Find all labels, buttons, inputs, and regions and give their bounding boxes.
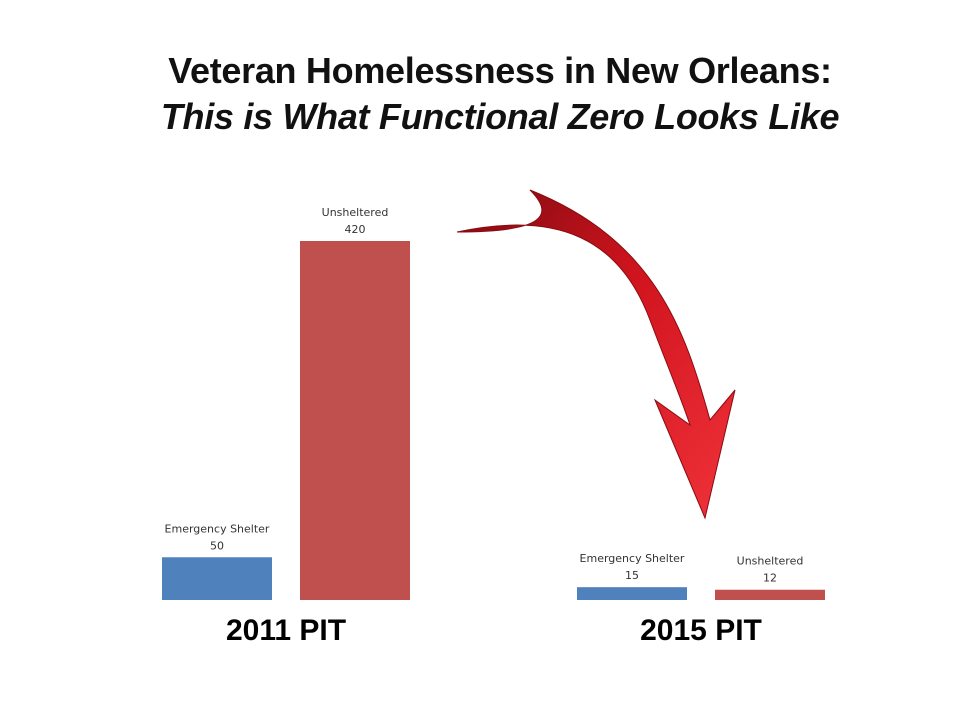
data-label-value-unsheltered-2011-pit: 420 <box>345 223 366 236</box>
data-label-value-emergency-shelter-2011-pit: 50 <box>210 539 224 552</box>
x-tick-label-2011-pit: 2011 PIT <box>226 614 346 647</box>
data-label-name-unsheltered-2015-pit: Unsheltered <box>737 555 804 568</box>
bar-unsheltered-2011-pit <box>300 241 410 600</box>
bar-emergency-shelter-2015-pit <box>577 587 687 600</box>
chart-title-block: Veteran Homelessness in New Orleans: Thi… <box>0 48 960 140</box>
bar-emergency-shelter-2011-pit <box>162 557 272 600</box>
bars-layer <box>162 241 825 600</box>
down-arrow-icon <box>456 189 736 520</box>
data-label-value-emergency-shelter-2015-pit: 15 <box>625 569 639 582</box>
x-tick-label-2015-pit: 2015 PIT <box>640 614 762 647</box>
labels-layer: Emergency Shelter 50 Unsheltered 420 2011 PI… <box>165 206 804 647</box>
data-label-name-unsheltered-2011-pit: Unsheltered <box>322 206 389 219</box>
chart-subtitle: This is What Functional Zero Looks Like <box>160 96 840 137</box>
data-label-value-unsheltered-2015-pit: 12 <box>763 572 777 585</box>
data-label-name-emergency-shelter-2011-pit: Emergency Shelter <box>165 522 270 535</box>
bar-unsheltered-2015-pit <box>715 589 825 600</box>
chart-title: Veteran Homelessness in New Orleans: <box>168 50 832 91</box>
data-label-name-emergency-shelter-2015-pit: Emergency Shelter <box>580 552 685 565</box>
